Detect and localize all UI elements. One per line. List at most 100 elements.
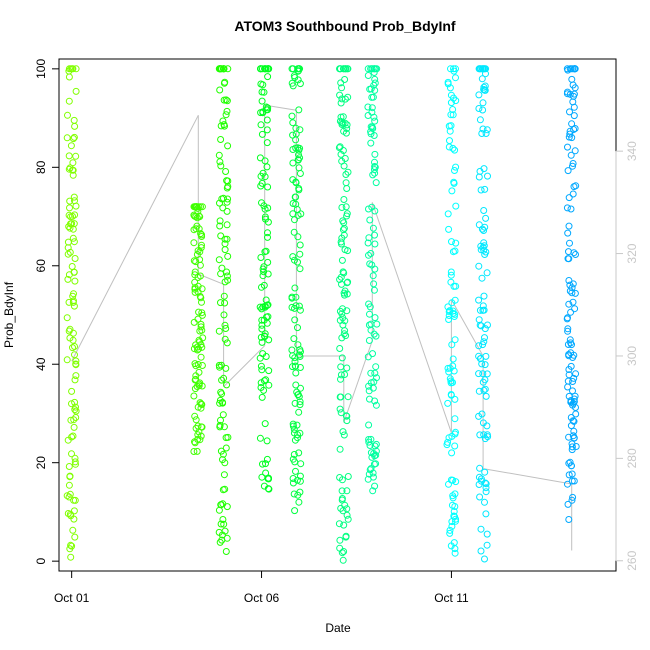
data-point bbox=[364, 475, 372, 483]
data-point bbox=[295, 302, 303, 310]
data-point bbox=[194, 431, 202, 439]
data-point bbox=[481, 435, 489, 443]
data-point bbox=[477, 242, 485, 250]
data-point bbox=[444, 210, 452, 218]
data-point bbox=[291, 316, 299, 324]
data-point bbox=[344, 65, 352, 73]
data-point bbox=[568, 446, 576, 454]
data-point bbox=[564, 377, 572, 385]
data-point bbox=[372, 363, 380, 371]
data-point bbox=[447, 91, 455, 99]
gray-line-segment bbox=[198, 273, 224, 285]
data-point bbox=[69, 432, 77, 440]
data-point bbox=[565, 222, 573, 230]
data-point bbox=[480, 83, 488, 91]
data-point bbox=[65, 97, 73, 105]
data-point bbox=[221, 321, 229, 329]
data-point bbox=[67, 65, 75, 73]
data-point bbox=[483, 431, 491, 439]
data-point bbox=[338, 495, 346, 502]
data-point bbox=[258, 473, 266, 481]
data-point bbox=[568, 443, 576, 451]
data-point bbox=[219, 398, 226, 406]
data-point bbox=[190, 448, 198, 455]
data-point bbox=[445, 225, 453, 233]
data-point bbox=[258, 316, 266, 324]
data-point bbox=[371, 150, 379, 158]
data-point bbox=[258, 321, 266, 329]
data-point bbox=[191, 376, 199, 384]
data-point bbox=[342, 203, 350, 211]
data-point bbox=[262, 247, 270, 255]
data-point bbox=[261, 420, 269, 428]
data-point bbox=[257, 80, 265, 88]
data-point bbox=[336, 405, 344, 413]
data-point bbox=[192, 416, 200, 424]
data-point bbox=[482, 488, 490, 496]
data-point bbox=[218, 390, 226, 398]
data-point bbox=[337, 363, 345, 371]
data-point bbox=[344, 393, 352, 401]
data-point bbox=[477, 547, 485, 555]
data-point bbox=[296, 250, 304, 258]
data-point bbox=[475, 105, 483, 112]
data-point bbox=[483, 269, 491, 277]
data-point bbox=[480, 227, 488, 234]
data-point bbox=[365, 470, 373, 478]
data-point bbox=[70, 416, 78, 424]
data-point bbox=[261, 173, 269, 181]
data-point bbox=[71, 277, 79, 285]
data-point bbox=[372, 440, 380, 448]
data-point bbox=[67, 213, 75, 221]
data-point bbox=[223, 107, 231, 115]
data-point bbox=[71, 122, 79, 130]
data-point bbox=[569, 378, 577, 385]
data-point bbox=[448, 449, 456, 457]
data-point bbox=[295, 449, 303, 457]
data-point bbox=[258, 305, 266, 313]
data-point bbox=[567, 308, 575, 316]
data-point bbox=[372, 447, 380, 455]
data-point bbox=[336, 345, 344, 352]
data-point bbox=[223, 268, 231, 276]
data-point bbox=[452, 74, 459, 82]
data-point bbox=[69, 344, 76, 352]
data-point bbox=[569, 493, 577, 501]
data-point bbox=[289, 420, 297, 428]
data-point bbox=[288, 112, 296, 120]
data-point bbox=[69, 159, 77, 167]
data-point bbox=[369, 224, 377, 232]
data-point bbox=[483, 530, 491, 538]
data-point bbox=[293, 206, 301, 213]
data-point bbox=[344, 168, 352, 176]
data-point bbox=[367, 139, 375, 147]
data-point bbox=[221, 335, 229, 343]
data-point bbox=[69, 171, 77, 179]
data-point bbox=[63, 134, 71, 142]
data-point bbox=[297, 348, 304, 356]
data-point bbox=[451, 549, 459, 557]
data-point bbox=[70, 290, 77, 298]
data-point bbox=[197, 244, 205, 252]
data-point bbox=[295, 151, 302, 159]
data-point bbox=[190, 318, 198, 326]
data-point bbox=[342, 412, 350, 420]
data-point bbox=[294, 233, 302, 241]
data-point bbox=[291, 362, 299, 370]
data-point bbox=[369, 469, 377, 477]
data-point bbox=[292, 302, 300, 310]
data-point bbox=[566, 90, 574, 98]
data-point bbox=[69, 225, 77, 233]
data-point bbox=[475, 316, 483, 324]
data-point bbox=[219, 456, 226, 464]
data-point bbox=[451, 167, 458, 174]
data-point bbox=[452, 163, 460, 171]
data-point bbox=[296, 477, 304, 485]
data-point bbox=[337, 371, 345, 379]
data-point bbox=[451, 310, 459, 318]
data-point bbox=[263, 455, 271, 463]
data-point bbox=[371, 166, 378, 174]
data-point bbox=[570, 112, 578, 120]
data-point bbox=[195, 382, 203, 390]
data-point bbox=[265, 381, 273, 389]
